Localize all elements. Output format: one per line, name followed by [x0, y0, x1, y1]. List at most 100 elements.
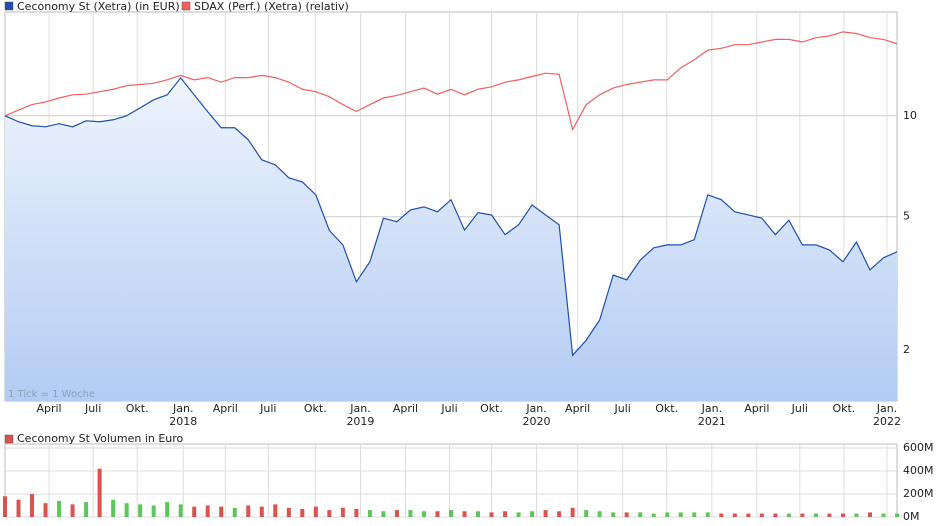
x-tick-label: April: [213, 402, 238, 415]
volume-bar: [151, 505, 156, 517]
volume-bar: [286, 507, 291, 517]
x-tick-label: Jan.: [876, 402, 897, 415]
volume-bar: [367, 510, 372, 517]
legend-swatch: [4, 434, 14, 444]
volume-bar: [597, 511, 602, 517]
x-tick-label: Okt.: [480, 402, 503, 415]
volume-bar: [192, 506, 197, 517]
y-tick-label: 0M: [903, 510, 920, 523]
volume-bar: [327, 510, 332, 517]
x-tick-label: Okt.: [126, 402, 149, 415]
volume-bar: [678, 512, 683, 517]
volume-bar: [638, 512, 643, 517]
x-tick-label: Okt.: [304, 402, 327, 415]
volume-bar: [3, 496, 7, 517]
volume-bar: [557, 511, 562, 517]
y-tick-label: 5: [903, 210, 910, 223]
y-tick-label: 600M: [903, 441, 934, 454]
volume-bar: [259, 506, 264, 517]
volume-bar: [611, 512, 616, 517]
x-tick-label: Jan.: [172, 402, 193, 415]
x-tick-label: April: [36, 402, 61, 415]
year-label: 2020: [523, 415, 551, 428]
volume-bar: [178, 504, 183, 517]
x-tick-label: Jan.: [525, 402, 546, 415]
x-tick-label: Okt.: [655, 402, 678, 415]
volume-bar: [421, 511, 426, 517]
x-tick-label: April: [393, 402, 418, 415]
volume-bar: [489, 512, 494, 517]
volume-bar: [895, 513, 899, 517]
volume-bar: [543, 510, 548, 517]
annotation: 1 Tick = 1 Woche: [8, 389, 95, 400]
volume-panel: 0M 200M 400M 600M Ceconomy St Volumen in Eur…: [3, 432, 934, 523]
volume-bar: [692, 512, 697, 517]
volume-bar: [408, 510, 413, 517]
x-tick-label: Juli: [613, 402, 630, 415]
y-tick-label: 400M: [903, 464, 934, 477]
y-tick-label: 2: [903, 343, 910, 356]
y-tick-label: 200M: [903, 487, 934, 500]
volume-bar: [462, 511, 467, 517]
volume-bar: [70, 504, 75, 517]
legend-label: SDAX (Perf.) (Xetra) (relativ): [194, 0, 349, 13]
x-tick-label: April: [744, 402, 769, 415]
volume-bar: [867, 512, 872, 517]
y-tick-label: 10: [903, 109, 917, 122]
volume-bar: [786, 513, 791, 517]
x-tick-label: Juli: [440, 402, 457, 415]
volume-bar: [97, 468, 102, 517]
volume-bar: [313, 506, 318, 517]
volume-bar: [43, 503, 48, 517]
volume-bar: [246, 505, 251, 517]
volume-bar: [773, 513, 778, 517]
volume-bar: [624, 512, 629, 517]
volume-bar: [854, 513, 859, 517]
volume-bar: [840, 513, 845, 517]
volume-bar: [503, 511, 508, 517]
volume-bar: [84, 502, 89, 517]
year-label: 2018: [169, 415, 197, 428]
volume-bar: [273, 504, 278, 517]
volume-bar: [530, 511, 535, 517]
series-line: [4, 31, 898, 132]
volume-bar: [16, 499, 21, 517]
volume-bar: [651, 513, 656, 517]
volume-bar: [570, 507, 575, 517]
legend-swatch: [4, 1, 14, 11]
volume-bar: [732, 513, 737, 517]
volume-bar: [759, 513, 764, 517]
volume-bar: [881, 513, 886, 517]
volume-bar: [435, 511, 440, 517]
year-label: 2019: [346, 415, 374, 428]
volume-bar: [124, 503, 129, 517]
volume-bar: [800, 513, 805, 517]
volume-bar: [705, 512, 710, 517]
x-tick-label: Jan.: [701, 402, 722, 415]
volume-bar: [476, 511, 481, 517]
x-tick-label: Juli: [791, 402, 808, 415]
volume-bar: [300, 508, 305, 517]
volume-bar: [340, 507, 345, 517]
volume-bar: [138, 504, 143, 517]
volume-bar: [449, 510, 453, 517]
legend-label: Ceconomy St (Xetra) (in EUR): [17, 0, 180, 13]
volume-bar: [165, 502, 170, 517]
area-fill: [5, 77, 897, 402]
plot-area: [4, 443, 898, 518]
volume-bar: [813, 513, 818, 517]
x-tick-label: April: [565, 402, 590, 415]
x-tick-label: Juli: [259, 402, 276, 415]
price-panel: April Juli Okt. Jan. April Juli Okt. Jan. April J…: [4, 0, 917, 428]
x-tick-label: Okt.: [832, 402, 855, 415]
volume-bar: [381, 511, 386, 517]
volume-bar: [584, 510, 589, 517]
legend-swatch: [181, 1, 191, 11]
volume-bar: [219, 506, 224, 517]
year-label: 2021: [698, 415, 726, 428]
volume-bar: [827, 513, 832, 517]
year-label: 2022: [873, 415, 901, 428]
series-line: [4, 76, 898, 357]
volume-bar: [232, 507, 237, 517]
